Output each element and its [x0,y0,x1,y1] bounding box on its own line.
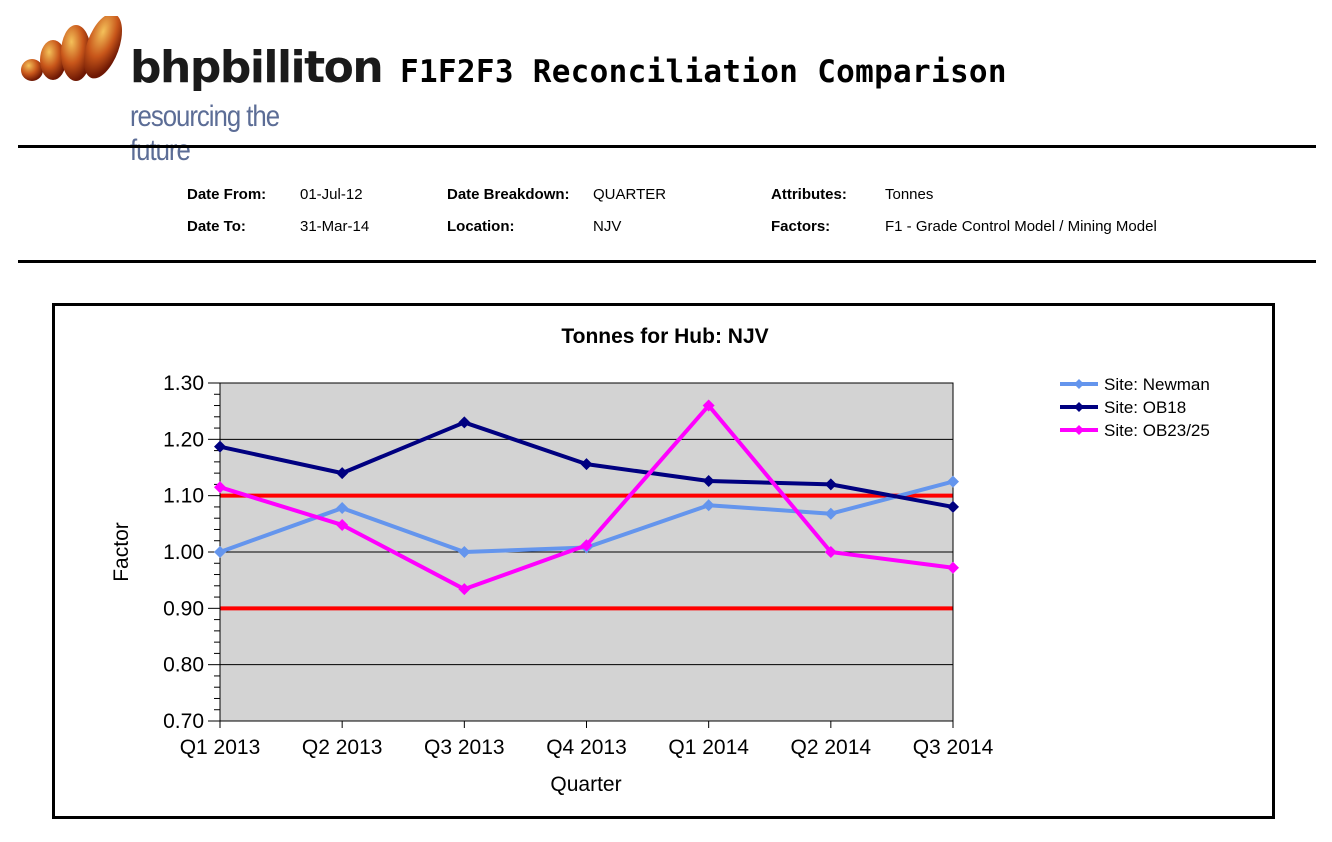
y-axis-title: Factor [110,522,133,582]
chart-frame [52,303,1275,819]
y-tick-label: 1.10 [163,485,204,508]
data-point [824,507,837,520]
attributes-label: Attributes: [771,186,847,203]
date-breakdown-label: Date Breakdown: [447,186,570,203]
page-title: F1F2F3 Reconciliation Comparison [400,54,1007,90]
data-point [458,583,471,596]
x-tick-label: Q3 2014 [913,736,994,759]
y-tick-label: 1.20 [163,428,204,451]
legend-marker [1074,379,1084,389]
params-divider [18,260,1316,263]
header-divider [18,145,1316,148]
x-tick-label: Q4 2013 [546,736,627,759]
y-tick-label: 1.30 [163,372,204,395]
data-point [336,467,349,480]
x-tick-label: Q1 2013 [180,736,261,759]
location-value: NJV [593,218,622,235]
data-point [947,500,959,513]
date-from-value: 01-Jul-12 [300,186,363,203]
data-point [214,481,226,494]
data-point [702,399,715,412]
data-point [458,416,471,429]
x-tick-label: Q1 2014 [668,736,749,759]
legend-label: Site: OB18 [1104,398,1186,417]
legend-label: Site: Newman [1104,375,1210,394]
data-point [947,561,959,574]
x-tick-label: Q2 2014 [791,736,872,759]
data-point [947,475,959,488]
data-point [702,499,715,512]
legend-marker [1074,402,1084,412]
data-point [214,546,226,558]
data-point [824,478,837,491]
legend-label: Site: OB23/25 [1104,421,1210,440]
x-tick-label: Q2 2013 [302,736,383,759]
factors-value: F1 - Grade Control Model / Mining Model [885,218,1157,235]
data-point [336,518,349,531]
attributes-value: Tonnes [885,186,934,203]
data-point [824,546,837,558]
data-point [580,458,593,471]
y-tick-label: 0.90 [163,597,204,620]
factors-label: Factors: [771,218,831,235]
date-to-label: Date To: [187,218,246,235]
chart-title: Tonnes for Hub: NJV [561,325,768,348]
date-from-label: Date From: [187,186,267,203]
location-label: Location: [447,218,515,235]
date-to-value: 31-Mar-14 [300,218,370,235]
y-tick-label: 0.80 [163,654,204,677]
logo-marks-icon [21,16,123,81]
x-tick-label: Q3 2013 [424,736,505,759]
data-point [336,502,349,515]
data-point [214,440,226,453]
date-breakdown-value: QUARTER [593,186,667,203]
data-point [458,546,471,558]
y-tick-label: 0.70 [163,710,204,733]
legend-marker [1074,425,1084,435]
x-axis-title: Quarter [550,773,621,796]
bhp-billiton-logo: bhpbilliton resourcing the future [18,16,384,167]
logo-wordmark: bhpbilliton [130,42,384,93]
data-point [580,539,593,552]
y-tick-label: 1.00 [163,541,204,564]
data-point [702,475,715,488]
logo-tagline: resourcing the future [130,100,280,167]
